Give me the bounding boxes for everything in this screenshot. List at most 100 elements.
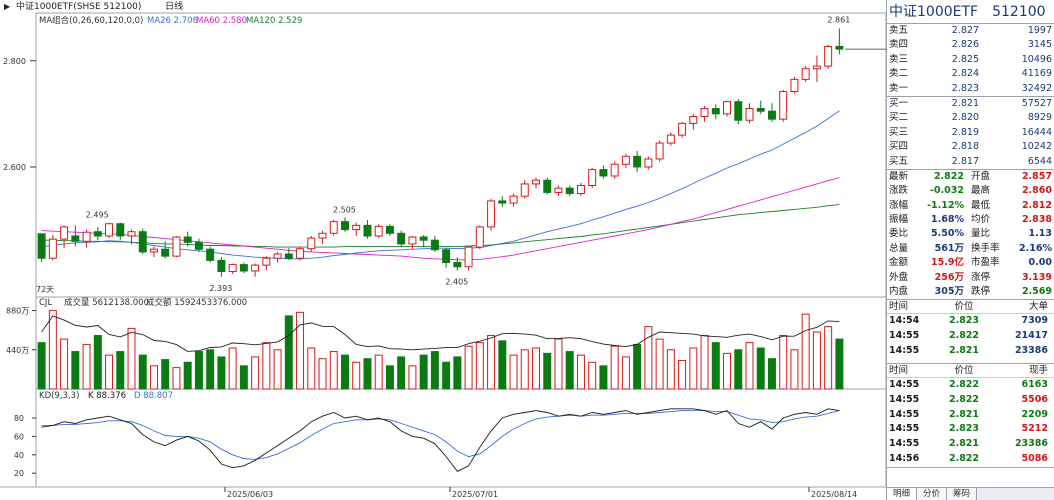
bid-label: 买五 xyxy=(889,155,909,167)
bid-row[interactable]: 买四 2.818 10242 xyxy=(887,140,1054,154)
price-axis-label: 2.600 xyxy=(3,163,26,172)
big-order-list: 时间 价位 大单 14:54 2.823 7309 14:55 2.822 21417 14… xyxy=(887,300,1054,365)
col-time: 时间 xyxy=(889,301,909,313)
volume-bar xyxy=(509,354,518,390)
ask-price: 2.825 xyxy=(951,53,979,65)
high-annotation: 2.861 xyxy=(827,15,850,24)
ma26-line xyxy=(41,110,840,260)
candle-up xyxy=(172,236,181,257)
volume-bar xyxy=(689,347,698,390)
volume-bar xyxy=(812,331,821,390)
candle-up xyxy=(408,236,417,245)
play-icon[interactable]: ▶ xyxy=(4,2,11,11)
day-count-label: 72天 xyxy=(36,285,54,294)
candle-up xyxy=(745,108,754,121)
period-selector[interactable]: 日线 xyxy=(165,2,184,12)
tick-price: 2.823 xyxy=(948,315,980,327)
volume-bar xyxy=(217,356,226,390)
candle-down xyxy=(543,179,552,193)
volume-bar xyxy=(363,358,372,390)
tick-row[interactable]: 14:55 2.822 21417 xyxy=(887,329,1054,344)
bid-row[interactable]: 买三 2.819 16444 xyxy=(887,126,1054,140)
volume-bar xyxy=(621,356,630,390)
candle-up xyxy=(352,224,361,231)
volume-bar xyxy=(700,335,709,390)
volume-bar xyxy=(532,347,540,390)
candle-up xyxy=(105,223,114,237)
stat-value: 1.13 xyxy=(1028,228,1052,240)
candle-up xyxy=(262,257,271,266)
volume-bar xyxy=(138,354,147,390)
bid-label: 买四 xyxy=(889,141,909,153)
quote-panel: 中证1000ETF 512100 卖五 2.827 1997 卖四 2.826 3145 卖三… xyxy=(886,0,1054,500)
candle-down xyxy=(239,264,248,272)
tick-time: 14:56 xyxy=(889,452,920,464)
volume-bar xyxy=(71,351,80,390)
candle-up xyxy=(228,264,237,273)
candle-up xyxy=(487,200,496,228)
panel-tabs: 明细 分价 筹码 xyxy=(887,487,1054,500)
tab-detail[interactable]: 明细 xyxy=(887,488,918,500)
bid-row[interactable]: 买五 2.817 6544 xyxy=(887,155,1054,169)
tick-row[interactable]: 14:55 2.823 5212 xyxy=(887,422,1054,437)
ask-row[interactable]: 卖二 2.824 41169 xyxy=(887,67,1054,81)
stat-value: 256万 xyxy=(934,271,964,283)
stat-value: 305万 xyxy=(934,286,964,298)
tick-volume: 5506 xyxy=(1021,394,1048,406)
bid-price: 2.817 xyxy=(951,155,979,167)
ask-row[interactable]: 卖三 2.825 10496 xyxy=(887,53,1054,67)
bid-price: 2.818 xyxy=(951,141,979,153)
candle-down xyxy=(206,248,215,261)
tab-chips[interactable]: 筹码 xyxy=(947,488,978,500)
ask-row[interactable]: 卖四 2.826 3145 xyxy=(887,38,1054,52)
volume-bar xyxy=(554,338,563,390)
stat-label: 最低 xyxy=(971,199,991,211)
tick-time: 14:55 xyxy=(889,408,920,420)
tick-row[interactable]: 14:55 2.821 2209 xyxy=(887,408,1054,423)
candle-up xyxy=(812,65,821,70)
stat-value: 2.569 xyxy=(1021,286,1052,298)
tab-price-dist[interactable]: 分价 xyxy=(917,488,948,500)
bid-row[interactable]: 买一 2.821 57527 xyxy=(887,97,1054,111)
tick-row[interactable]: 14:55 2.822 6163 xyxy=(887,378,1054,393)
tick-row[interactable]: 14:54 2.823 7309 xyxy=(887,314,1054,329)
col-big-order: 大单 xyxy=(1028,301,1048,313)
volume-legend: 成交量 5612138.000 xyxy=(64,297,149,308)
volume-bar xyxy=(475,342,484,390)
tick-volume: 6163 xyxy=(1021,379,1048,391)
tick-row[interactable]: 14:55 2.821 23386 xyxy=(887,344,1054,359)
tick-volume: 21417 xyxy=(1014,330,1048,342)
candle-up xyxy=(610,163,619,177)
stat-label: 涨跌 xyxy=(889,185,909,197)
quote-name: 中证1000ETF xyxy=(889,4,979,20)
ask-row[interactable]: 卖一 2.823 32492 xyxy=(887,82,1054,96)
candle-down xyxy=(453,261,462,268)
candle-up xyxy=(273,253,282,259)
bid-row[interactable]: 买二 2.820 8929 xyxy=(887,111,1054,125)
volume-bar xyxy=(565,351,574,390)
ask-price: 2.824 xyxy=(951,68,979,80)
ask-row[interactable]: 卖五 2.827 1997 xyxy=(887,24,1054,38)
stat-label: 市盈率 xyxy=(971,257,1000,269)
volume-bar xyxy=(419,354,428,390)
trade-detail-header: 时间 价位 现手 xyxy=(887,364,1054,379)
tick-row[interactable]: 14:55 2.821 23386 xyxy=(887,437,1054,452)
tick-price: 2.822 xyxy=(948,379,980,391)
tick-time: 14:55 xyxy=(889,379,920,391)
candle-up xyxy=(655,142,664,160)
candle-up xyxy=(374,225,383,237)
tick-row[interactable]: 14:56 2.822 5086 xyxy=(887,452,1054,467)
volume-bar xyxy=(666,349,675,390)
ask-label: 卖二 xyxy=(889,68,909,80)
stat-row: 委比 5.50% 量比 1.13 xyxy=(887,227,1054,241)
ask-label: 卖一 xyxy=(889,82,909,94)
kline-chart[interactable]: 2.800 2.600 2.861 2.495 2.505 2.393 2.405 72天 MA… xyxy=(0,0,886,500)
bid-volume: 8929 xyxy=(1027,112,1052,124)
kd-k-line xyxy=(41,408,840,472)
candle-down xyxy=(498,200,507,204)
candle-down xyxy=(767,110,776,120)
quote-title: 中证1000ETF 512100 xyxy=(887,0,1054,24)
volume-bar xyxy=(105,354,114,390)
stat-row: 涨幅 -1.12% 最低 2.812 xyxy=(887,199,1054,213)
tick-row[interactable]: 14:55 2.822 5506 xyxy=(887,393,1054,408)
